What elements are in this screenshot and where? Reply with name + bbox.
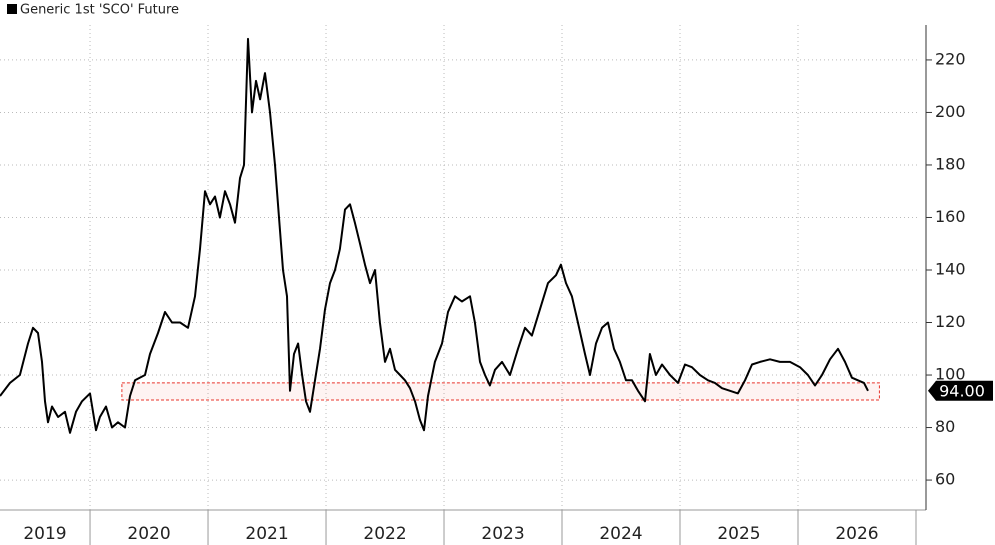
x-tick-label: 2025 xyxy=(717,524,760,544)
current-value-label: 94.00 xyxy=(939,381,985,400)
y-tick-label: 120 xyxy=(935,312,966,331)
x-tick-label: 2019 xyxy=(23,524,66,544)
line xyxy=(0,37,869,434)
x-tick-label: 2020 xyxy=(127,524,170,544)
x-tick-label: 2026 xyxy=(835,524,878,544)
y-tick-label: 160 xyxy=(935,207,966,226)
legend-swatch xyxy=(7,4,17,14)
y-tick-label: 100 xyxy=(935,365,966,384)
x-tick-label: 2023 xyxy=(481,524,524,544)
y-tick-label: 80 xyxy=(935,417,955,436)
y-tick-label: 200 xyxy=(935,102,966,121)
x-tick-label: 2022 xyxy=(363,524,406,544)
highlight-band xyxy=(121,382,880,401)
y-tick-label: 180 xyxy=(935,154,966,173)
x-tick-label: 2021 xyxy=(245,524,288,544)
y-tick-label: 140 xyxy=(935,259,966,278)
y-tick-label: 220 xyxy=(935,49,966,68)
current-value-tag xyxy=(928,380,993,401)
y-tick-label: 60 xyxy=(935,470,955,489)
legend-label: Generic 1st 'SCO' Future xyxy=(20,3,179,18)
x-tick-label: 2024 xyxy=(599,524,642,544)
